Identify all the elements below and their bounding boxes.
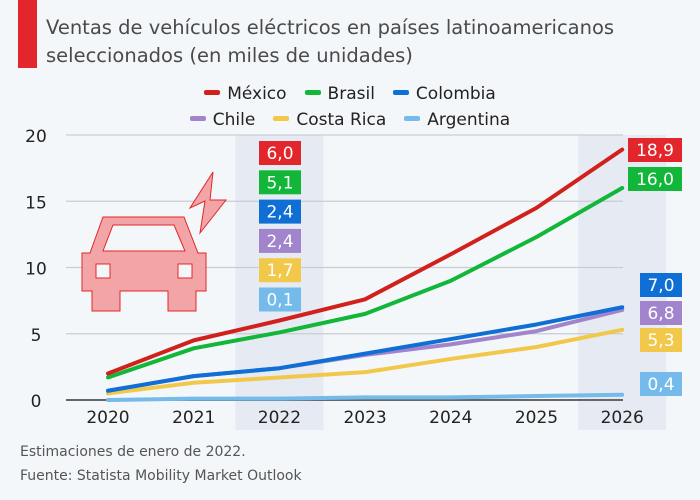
legend-swatch bbox=[189, 115, 206, 121]
legend-swatch bbox=[273, 115, 290, 121]
x-tick-label: 2023 bbox=[343, 408, 386, 428]
data-label: 0,1 bbox=[266, 291, 293, 311]
data-label-box bbox=[640, 301, 682, 325]
legend-label: Brasil bbox=[327, 84, 375, 104]
legend-item: Chile bbox=[189, 110, 256, 130]
y-tick-label: 10 bbox=[25, 260, 47, 280]
data-label-box bbox=[628, 167, 682, 191]
accent-bar bbox=[18, 0, 37, 68]
data-label-box bbox=[640, 328, 682, 352]
data-label-box bbox=[628, 138, 682, 162]
y-tick-label: 0 bbox=[31, 392, 42, 412]
legend-label: Costa Rica bbox=[296, 110, 387, 130]
legend-swatch bbox=[392, 89, 409, 95]
data-label-box bbox=[259, 287, 301, 312]
series-line-méxico bbox=[106, 147, 625, 376]
data-label-box bbox=[259, 228, 301, 253]
data-label-box bbox=[259, 199, 301, 224]
legend-label: México bbox=[227, 84, 287, 104]
data-label: 6,0 bbox=[266, 144, 293, 164]
legend-item: Costa Rica bbox=[273, 110, 386, 130]
footer-source: Fuente: Statista Mobility Market Outlook bbox=[20, 468, 302, 484]
x-tick-label: 2025 bbox=[515, 408, 558, 428]
y-tick-label: 15 bbox=[25, 193, 47, 213]
x-tick-label: 2020 bbox=[86, 408, 129, 428]
legend-item: Brasil bbox=[304, 84, 375, 104]
legend-label: Colombia bbox=[415, 84, 496, 104]
legend-item: Colombia bbox=[392, 84, 496, 104]
data-label: 2,4 bbox=[266, 203, 293, 223]
x-tick-label: 2024 bbox=[429, 408, 472, 428]
data-label: 2,4 bbox=[266, 232, 293, 252]
footer-note: Estimaciones de enero de 2022. bbox=[20, 444, 246, 460]
chart-title: Ventas de vehículos eléctricos en países… bbox=[46, 16, 615, 67]
y-tick-label: 20 bbox=[25, 127, 47, 147]
legend-item: Argentina bbox=[404, 110, 510, 130]
data-label: 6,8 bbox=[647, 304, 674, 324]
data-label: 5,3 bbox=[647, 331, 674, 351]
data-label-box bbox=[259, 141, 301, 165]
data-label-box bbox=[640, 372, 682, 396]
data-label: 1,7 bbox=[266, 261, 293, 281]
legend-swatch bbox=[404, 115, 421, 121]
x-tick-label: 2022 bbox=[258, 408, 301, 428]
legend-item: México bbox=[204, 84, 287, 104]
data-label-box bbox=[259, 258, 301, 283]
x-tick-label: 2021 bbox=[172, 408, 215, 428]
data-label: 18,9 bbox=[636, 141, 674, 161]
lightning-bolt-icon bbox=[188, 171, 228, 235]
series-line-brasil bbox=[106, 186, 625, 380]
data-label: 0,4 bbox=[647, 375, 674, 395]
data-label-box bbox=[640, 273, 682, 297]
legend-swatch bbox=[204, 89, 221, 95]
data-label-box bbox=[259, 170, 301, 195]
legend-row-1: México Brasil Colombia bbox=[0, 84, 700, 104]
series-line-colombia bbox=[106, 305, 625, 393]
data-label: 5,1 bbox=[266, 173, 293, 193]
data-label: 7,0 bbox=[647, 276, 674, 296]
electric-car-icon bbox=[81, 216, 207, 312]
data-label: 16,0 bbox=[636, 170, 674, 190]
y-tick-label: 5 bbox=[31, 326, 42, 346]
legend-label: Chile bbox=[212, 110, 256, 130]
x-tick-label: 2026 bbox=[601, 408, 644, 428]
legend-swatch bbox=[304, 89, 321, 95]
legend-row-2: Chile Costa Rica Argentina bbox=[0, 110, 700, 130]
series-line-argentina bbox=[106, 392, 625, 402]
series-line-costa-rica bbox=[106, 327, 625, 396]
legend-label: Argentina bbox=[427, 110, 511, 130]
